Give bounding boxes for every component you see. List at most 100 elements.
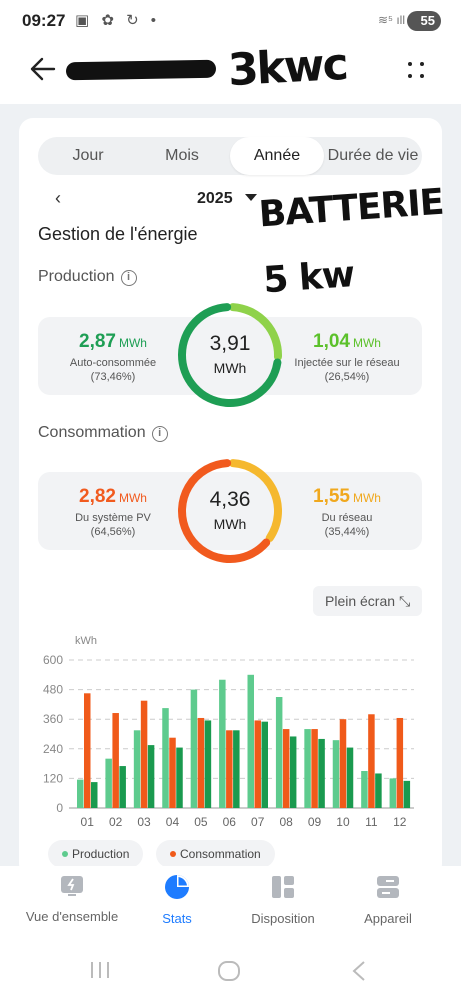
monthly-energy-chart: kWh 0 120 240 360 480 600 01 02 03 04 05 06 07 08 09 10 1… [43, 636, 414, 829]
consumption-dot-icon [170, 851, 176, 857]
handwritten-battery-note: BATTERIE 5 kw [257, 181, 445, 302]
x-tick-label: 01 [81, 815, 95, 829]
signal-icon: ≋⁵ ıll [377, 13, 405, 27]
bar-series-2-09[interactable] [318, 738, 325, 808]
bar-consommation-04[interactable] [169, 737, 176, 808]
y-tick-label: 240 [43, 742, 63, 756]
production-total: 3,91 MWh [209, 332, 251, 376]
legend-production[interactable]: Production [48, 840, 144, 868]
handwritten-note: 3kwc [226, 38, 348, 97]
status-time: 09:27 [22, 11, 66, 30]
donut-segment-left [178, 459, 271, 563]
bar-consommation-08[interactable] [282, 729, 290, 808]
production-dot-icon [62, 851, 68, 857]
bar-series-2-04[interactable] [176, 747, 183, 808]
bar-series-2-11[interactable] [375, 773, 382, 808]
bar-consommation-11[interactable] [368, 714, 375, 808]
x-tick-label: 03 [137, 815, 151, 829]
info-icon[interactable]: i [151, 426, 168, 442]
bar-consommation-01[interactable] [84, 693, 91, 808]
device-icon [377, 876, 399, 898]
app-bar: 3kwc [0, 38, 461, 104]
bar-consommation-03[interactable] [140, 700, 148, 808]
nav-stats[interactable]: Stats [122, 874, 232, 926]
donut-segment-right [228, 303, 282, 361]
legend-consumption[interactable]: Consommation [156, 840, 275, 868]
bar-series-2-08[interactable] [289, 736, 297, 808]
tab-annee[interactable]: Année [230, 137, 324, 175]
bar-production-09[interactable] [304, 729, 311, 808]
system-nav-bar [0, 936, 461, 1000]
bar-series-2-12[interactable] [403, 780, 411, 808]
recent-apps-icon[interactable] [88, 960, 112, 980]
pie-chart-icon [165, 875, 189, 899]
info-icon[interactable]: i [120, 270, 137, 286]
year-selector: ‹ 2025 [19, 184, 442, 214]
self-consumed-stat: 2,87 MWh Auto-consommée (73,46%) [69, 331, 157, 383]
bar-series-2-10[interactable] [346, 747, 354, 808]
solar-panel-icon [61, 876, 83, 896]
nav-appareil[interactable]: Appareil [333, 874, 443, 926]
bar-production-05[interactable] [190, 689, 198, 808]
bar-consommation-12[interactable] [396, 717, 404, 808]
bar-production-07[interactable] [247, 674, 255, 808]
more-options-icon[interactable] [408, 60, 428, 82]
y-tick-label: 360 [43, 712, 63, 726]
bar-production-04[interactable] [162, 708, 169, 808]
x-tick-label: 05 [194, 815, 208, 829]
back-arrow-icon[interactable] [30, 54, 56, 84]
back-nav-icon[interactable] [350, 960, 368, 982]
x-tick-label: 09 [308, 815, 322, 829]
y-axis-unit: kWh [75, 636, 97, 647]
consumption-summary: 2,82 MWh Du système PV (64,56%) 1,55 MWh D… [38, 472, 422, 550]
period-tabs: Jour Mois Année Durée de vie [38, 137, 422, 175]
bar-production-08[interactable] [275, 697, 283, 808]
x-tick-label: 11 [365, 815, 378, 829]
bar-consommation-02[interactable] [112, 713, 119, 808]
fullscreen-button[interactable]: Plein écran ⤡ [313, 586, 423, 616]
year-value[interactable]: 2025 [197, 190, 233, 207]
bar-production-02[interactable] [105, 758, 112, 808]
bar-series-2-07[interactable] [261, 721, 269, 808]
production-heading: Production i [38, 268, 137, 286]
bar-consommation-10[interactable] [339, 719, 347, 808]
bar-production-11[interactable] [361, 771, 368, 808]
layout-icon [272, 876, 294, 898]
status-bar: 09:27 ▣ ✿ ↻ • ≋⁵ ıll 55 [0, 0, 461, 42]
x-tick-label: 08 [279, 815, 293, 829]
production-donut [178, 303, 282, 407]
bar-consommation-07[interactable] [254, 720, 262, 808]
bar-series-2-06[interactable] [233, 730, 240, 808]
previous-year-icon[interactable]: ‹ [55, 188, 61, 208]
bar-production-01[interactable] [77, 779, 84, 808]
x-tick-label: 07 [251, 815, 265, 829]
tab-mois[interactable]: Mois [165, 147, 199, 164]
bar-production-10[interactable] [332, 740, 340, 808]
tab-duree-de-vie[interactable]: Durée de vie [327, 147, 419, 164]
bar-production-12[interactable] [389, 778, 397, 808]
bar-series-2-01[interactable] [91, 782, 98, 808]
bar-consommation-06[interactable] [226, 730, 233, 808]
home-icon[interactable] [217, 960, 241, 982]
x-tick-label: 02 [109, 815, 123, 829]
bar-production-06[interactable] [219, 679, 226, 808]
bar-consommation-09[interactable] [311, 729, 318, 808]
expand-icon: ⤡ [398, 593, 411, 609]
tab-jour[interactable]: Jour [72, 147, 104, 164]
bar-series-2-02[interactable] [119, 766, 126, 808]
donut-segment-right [228, 459, 282, 542]
from-grid-stat: 1,55 MWh Du réseau (35,44%) [313, 486, 381, 538]
bar-consommation-05[interactable] [197, 717, 205, 808]
nav-vue-ensemble[interactable]: Vue d'ensemble [17, 874, 127, 924]
from-pv-stat: 2,82 MWh Du système PV (64,56%) [75, 486, 151, 538]
x-tick-label: 12 [393, 815, 407, 829]
energy-title: Gestion de l'énergie [38, 224, 198, 244]
y-tick-label: 120 [43, 771, 63, 785]
year-dropdown-icon[interactable] [245, 194, 257, 201]
consumption-donut [178, 459, 282, 563]
nav-disposition[interactable]: Disposition [228, 874, 338, 926]
bar-production-03[interactable] [133, 730, 141, 808]
bar-series-2-03[interactable] [147, 745, 155, 808]
bar-series-2-05[interactable] [204, 720, 212, 808]
y-tick-label: 0 [56, 801, 63, 815]
